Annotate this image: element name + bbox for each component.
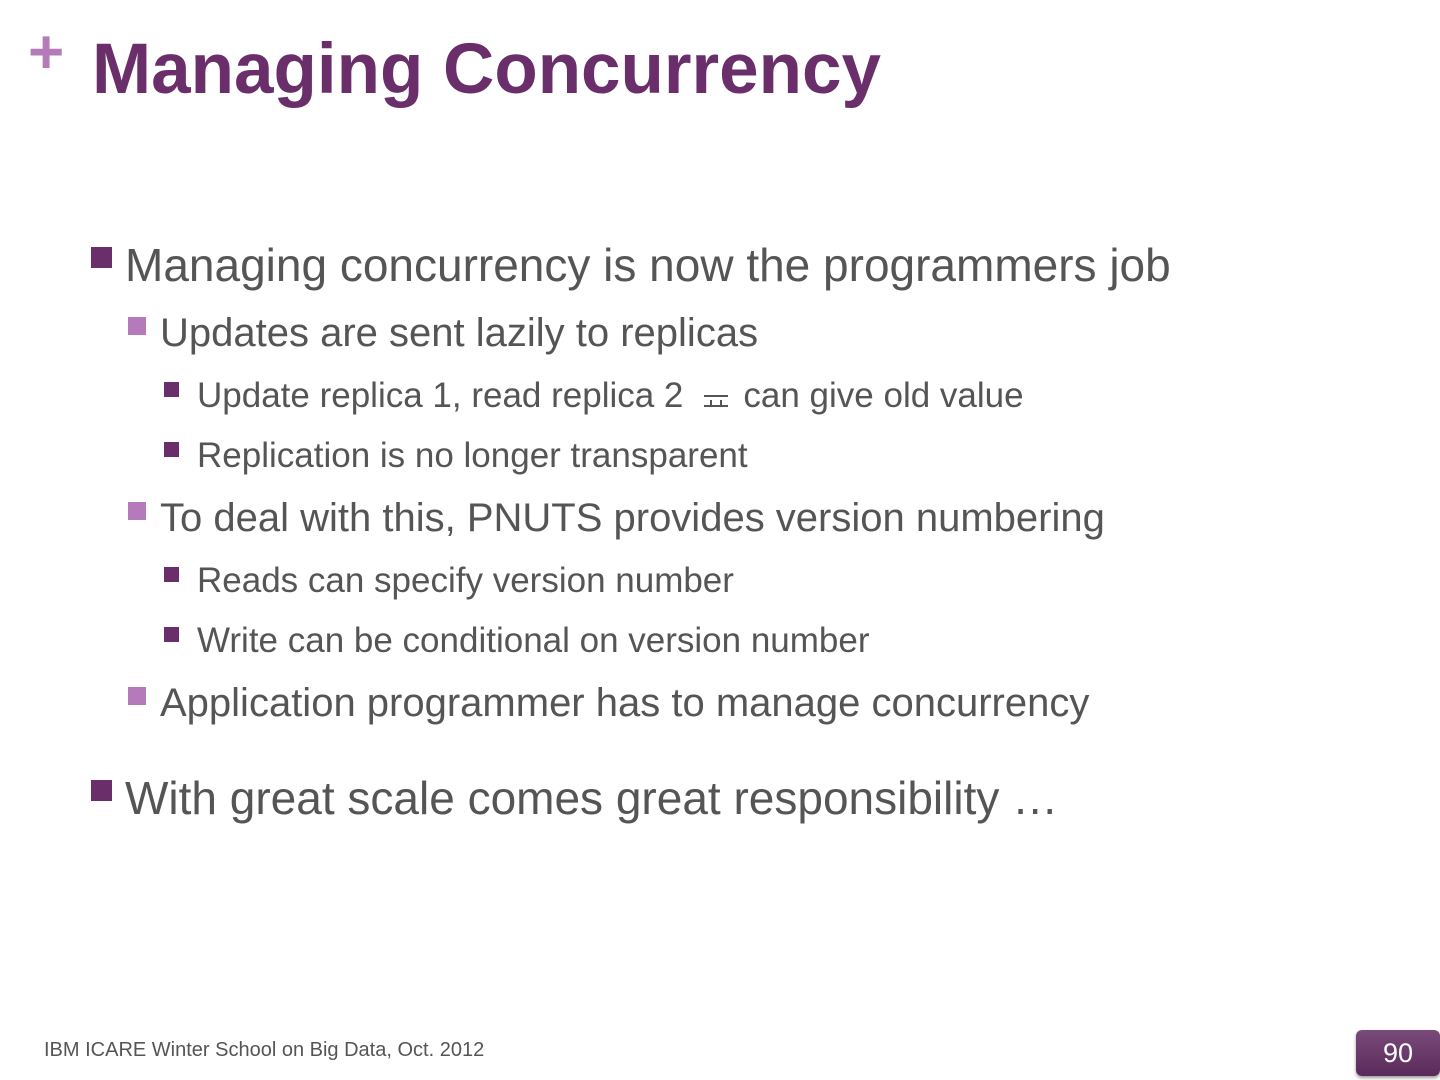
bullet-square-icon [128,317,146,335]
bullet-text: can give old value [743,376,1024,415]
bullet-level3: Reads can specify version number [164,563,734,598]
bullet-level2: Updates are sent lazily to replicas [128,313,758,353]
bullet-square-icon [164,442,179,457]
bullet-level2: Application programmer has to manage con… [128,683,1089,723]
bullet-text: Application programmer has to manage con… [160,681,1090,725]
bullet-level2: To deal with this, PNUTS provides versio… [128,498,1105,538]
bullet-level3: Write can be conditional on version numb… [164,623,870,658]
bullet-level3: Replication is no longer transparent [164,438,748,473]
bullet-text: Updates are sent lazily to replicas [160,311,759,355]
bullet-text: Replication is no longer transparent [197,436,748,475]
bullet-square-icon [164,567,179,582]
title-plus-marker: + [28,18,65,87]
bullet-text: Reads can specify version number [197,561,734,600]
bullet-square-icon [164,627,179,642]
bullet-level3: Update replica 1, read replica 2 can give… [164,378,1024,413]
bullet-square-icon [128,687,146,705]
footer-text: IBM ICARE Winter School on Big Data, Oct… [44,1039,485,1061]
bullet-square-icon [91,246,112,268]
bullet-text: Update replica 1, read replica 2 [197,376,684,415]
bullet-text: With great scale comes great responsibil… [125,772,1059,824]
bullet-square-icon [91,779,112,801]
bullet-square-icon [128,502,146,520]
bullet-text: Write can be conditional on version numb… [197,621,870,660]
bullet-level1: With great scale comes great responsibil… [91,775,1058,821]
bullet-text: To deal with this, PNUTS provides versio… [160,496,1105,540]
bullet-square-icon [164,382,179,397]
page-number-badge: 90 [1356,1030,1440,1076]
arrow-icon [703,378,729,413]
slide-title: Managing Concurrency [92,30,882,109]
bullet-level1: Managing concurrency is now the programm… [91,242,1171,288]
bullet-text: Managing concurrency is now the programm… [125,239,1171,291]
